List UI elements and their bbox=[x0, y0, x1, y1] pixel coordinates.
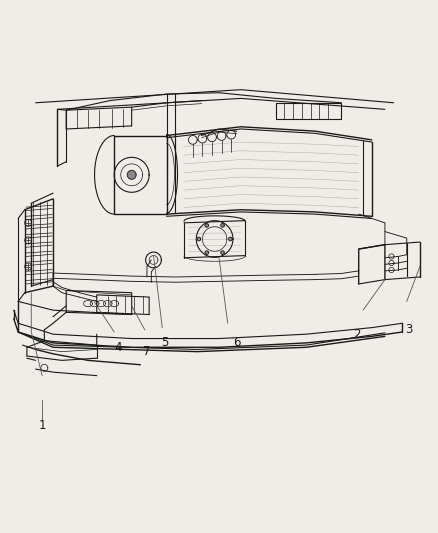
Text: 2: 2 bbox=[353, 328, 360, 341]
Polygon shape bbox=[197, 237, 201, 241]
Text: 4: 4 bbox=[115, 341, 122, 354]
Polygon shape bbox=[205, 224, 208, 227]
Polygon shape bbox=[205, 251, 208, 254]
Polygon shape bbox=[127, 171, 136, 179]
Text: 7: 7 bbox=[143, 345, 151, 358]
Polygon shape bbox=[208, 133, 216, 142]
Polygon shape bbox=[41, 364, 48, 372]
Polygon shape bbox=[221, 224, 224, 227]
Text: 1: 1 bbox=[39, 419, 46, 432]
Text: 5: 5 bbox=[161, 336, 168, 350]
Polygon shape bbox=[196, 221, 233, 257]
Polygon shape bbox=[221, 251, 224, 254]
Polygon shape bbox=[25, 220, 32, 227]
Polygon shape bbox=[227, 130, 236, 139]
Polygon shape bbox=[25, 237, 32, 244]
Polygon shape bbox=[389, 268, 394, 272]
Polygon shape bbox=[25, 263, 32, 270]
Polygon shape bbox=[146, 252, 161, 268]
Polygon shape bbox=[114, 157, 149, 192]
Text: 6: 6 bbox=[233, 336, 240, 350]
Polygon shape bbox=[389, 254, 394, 259]
Text: 3: 3 bbox=[405, 324, 413, 336]
Polygon shape bbox=[188, 135, 197, 144]
Polygon shape bbox=[198, 134, 207, 143]
Polygon shape bbox=[217, 132, 226, 140]
Polygon shape bbox=[389, 261, 394, 265]
Polygon shape bbox=[229, 237, 232, 241]
